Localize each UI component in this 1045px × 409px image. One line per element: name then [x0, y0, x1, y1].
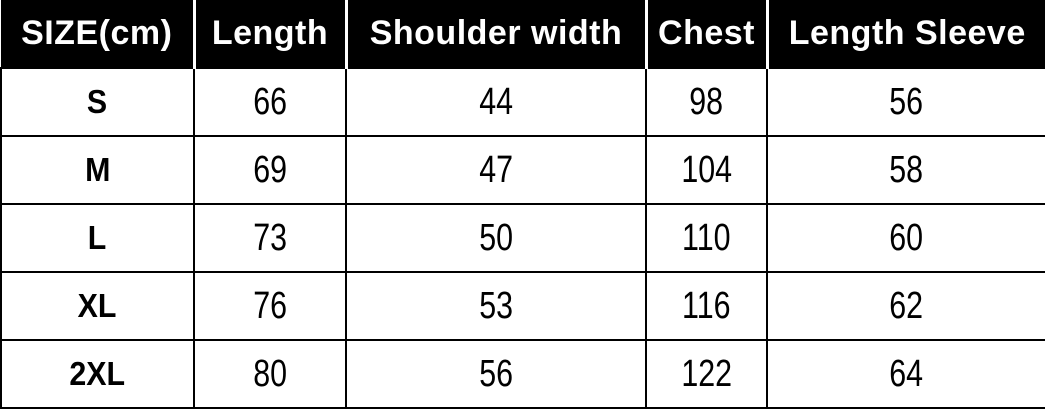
- chest-cell: 104: [645, 135, 768, 205]
- size-cell: 2XL: [0, 339, 195, 409]
- length-value: 80: [253, 352, 287, 395]
- table-row-2xl: 2XL 80 56 122 64: [0, 339, 1045, 409]
- header-cell-shoulder-width: Shoulder width: [344, 0, 646, 68]
- length-value: 73: [253, 216, 287, 259]
- header-cell-length: Length: [192, 0, 346, 68]
- shoulder-width-cell: 56: [345, 339, 647, 409]
- length-sleeve-cell: 62: [766, 271, 1045, 341]
- chest-cell: 116: [645, 271, 768, 341]
- length-sleeve-value: 56: [889, 80, 924, 123]
- header-cell-size: SIZE(cm): [1, 0, 194, 68]
- table-row-m: M 69 47 104 58: [0, 135, 1045, 205]
- chest-cell: 110: [645, 203, 768, 273]
- length-cell: 80: [193, 339, 347, 409]
- size-label: L: [88, 219, 107, 256]
- length-value: 69: [253, 148, 287, 191]
- table-row-xl: XL 76 53 116 62: [0, 271, 1045, 341]
- size-cell: M: [0, 135, 195, 205]
- header-row: SIZE(cm) Length Shoulder width Chest Len…: [1, 0, 1045, 68]
- length-sleeve-cell: 58: [766, 135, 1045, 205]
- chest-value: 98: [689, 80, 724, 123]
- size-cell: L: [0, 203, 195, 273]
- shoulder-width-cell: 50: [345, 203, 647, 273]
- shoulder-width-value: 56: [479, 352, 513, 395]
- chest-cell: 98: [645, 67, 768, 137]
- header-cell-chest: Chest: [644, 0, 767, 68]
- size-cell: S: [0, 67, 195, 137]
- shoulder-width-cell: 44: [345, 67, 647, 137]
- shoulder-width-cell: 47: [345, 135, 647, 205]
- size-label: M: [84, 151, 111, 188]
- chest-value: 116: [682, 284, 731, 327]
- length-cell: 76: [193, 271, 347, 341]
- length-sleeve-value: 62: [889, 284, 924, 327]
- chest-value: 110: [682, 216, 731, 259]
- length-sleeve-cell: 64: [766, 339, 1045, 409]
- size-chart-body: S 66 44 98 56 M 69 47 104 58 L 73 50 110…: [0, 67, 1045, 409]
- size-label: S: [87, 83, 108, 120]
- size-chart-header: SIZE(cm) Length Shoulder width Chest Len…: [1, 0, 1045, 68]
- length-sleeve-cell: 60: [766, 203, 1045, 273]
- chest-cell: 122: [645, 339, 768, 409]
- header-cell-length-sleeve: Length Sleeve: [765, 0, 1045, 68]
- length-cell: 66: [193, 67, 347, 137]
- length-sleeve-value: 64: [889, 352, 924, 395]
- length-sleeve-value: 60: [889, 216, 924, 259]
- length-sleeve-value: 58: [889, 148, 924, 191]
- size-cell: XL: [0, 271, 195, 341]
- table-row-l: L 73 50 110 60: [0, 203, 1045, 273]
- shoulder-width-cell: 53: [345, 271, 647, 341]
- size-label: XL: [78, 287, 117, 324]
- length-value: 76: [253, 284, 287, 327]
- table-row-s: S 66 44 98 56: [0, 67, 1045, 137]
- length-sleeve-cell: 56: [766, 67, 1045, 137]
- length-cell: 69: [193, 135, 347, 205]
- shoulder-width-value: 50: [479, 216, 513, 259]
- chest-value: 122: [681, 352, 732, 395]
- length-cell: 73: [193, 203, 347, 273]
- shoulder-width-value: 53: [479, 284, 513, 327]
- chest-value: 104: [681, 148, 732, 191]
- shoulder-width-value: 44: [479, 80, 513, 123]
- shoulder-width-value: 47: [479, 148, 513, 191]
- length-value: 66: [253, 80, 287, 123]
- size-label: 2XL: [69, 355, 126, 392]
